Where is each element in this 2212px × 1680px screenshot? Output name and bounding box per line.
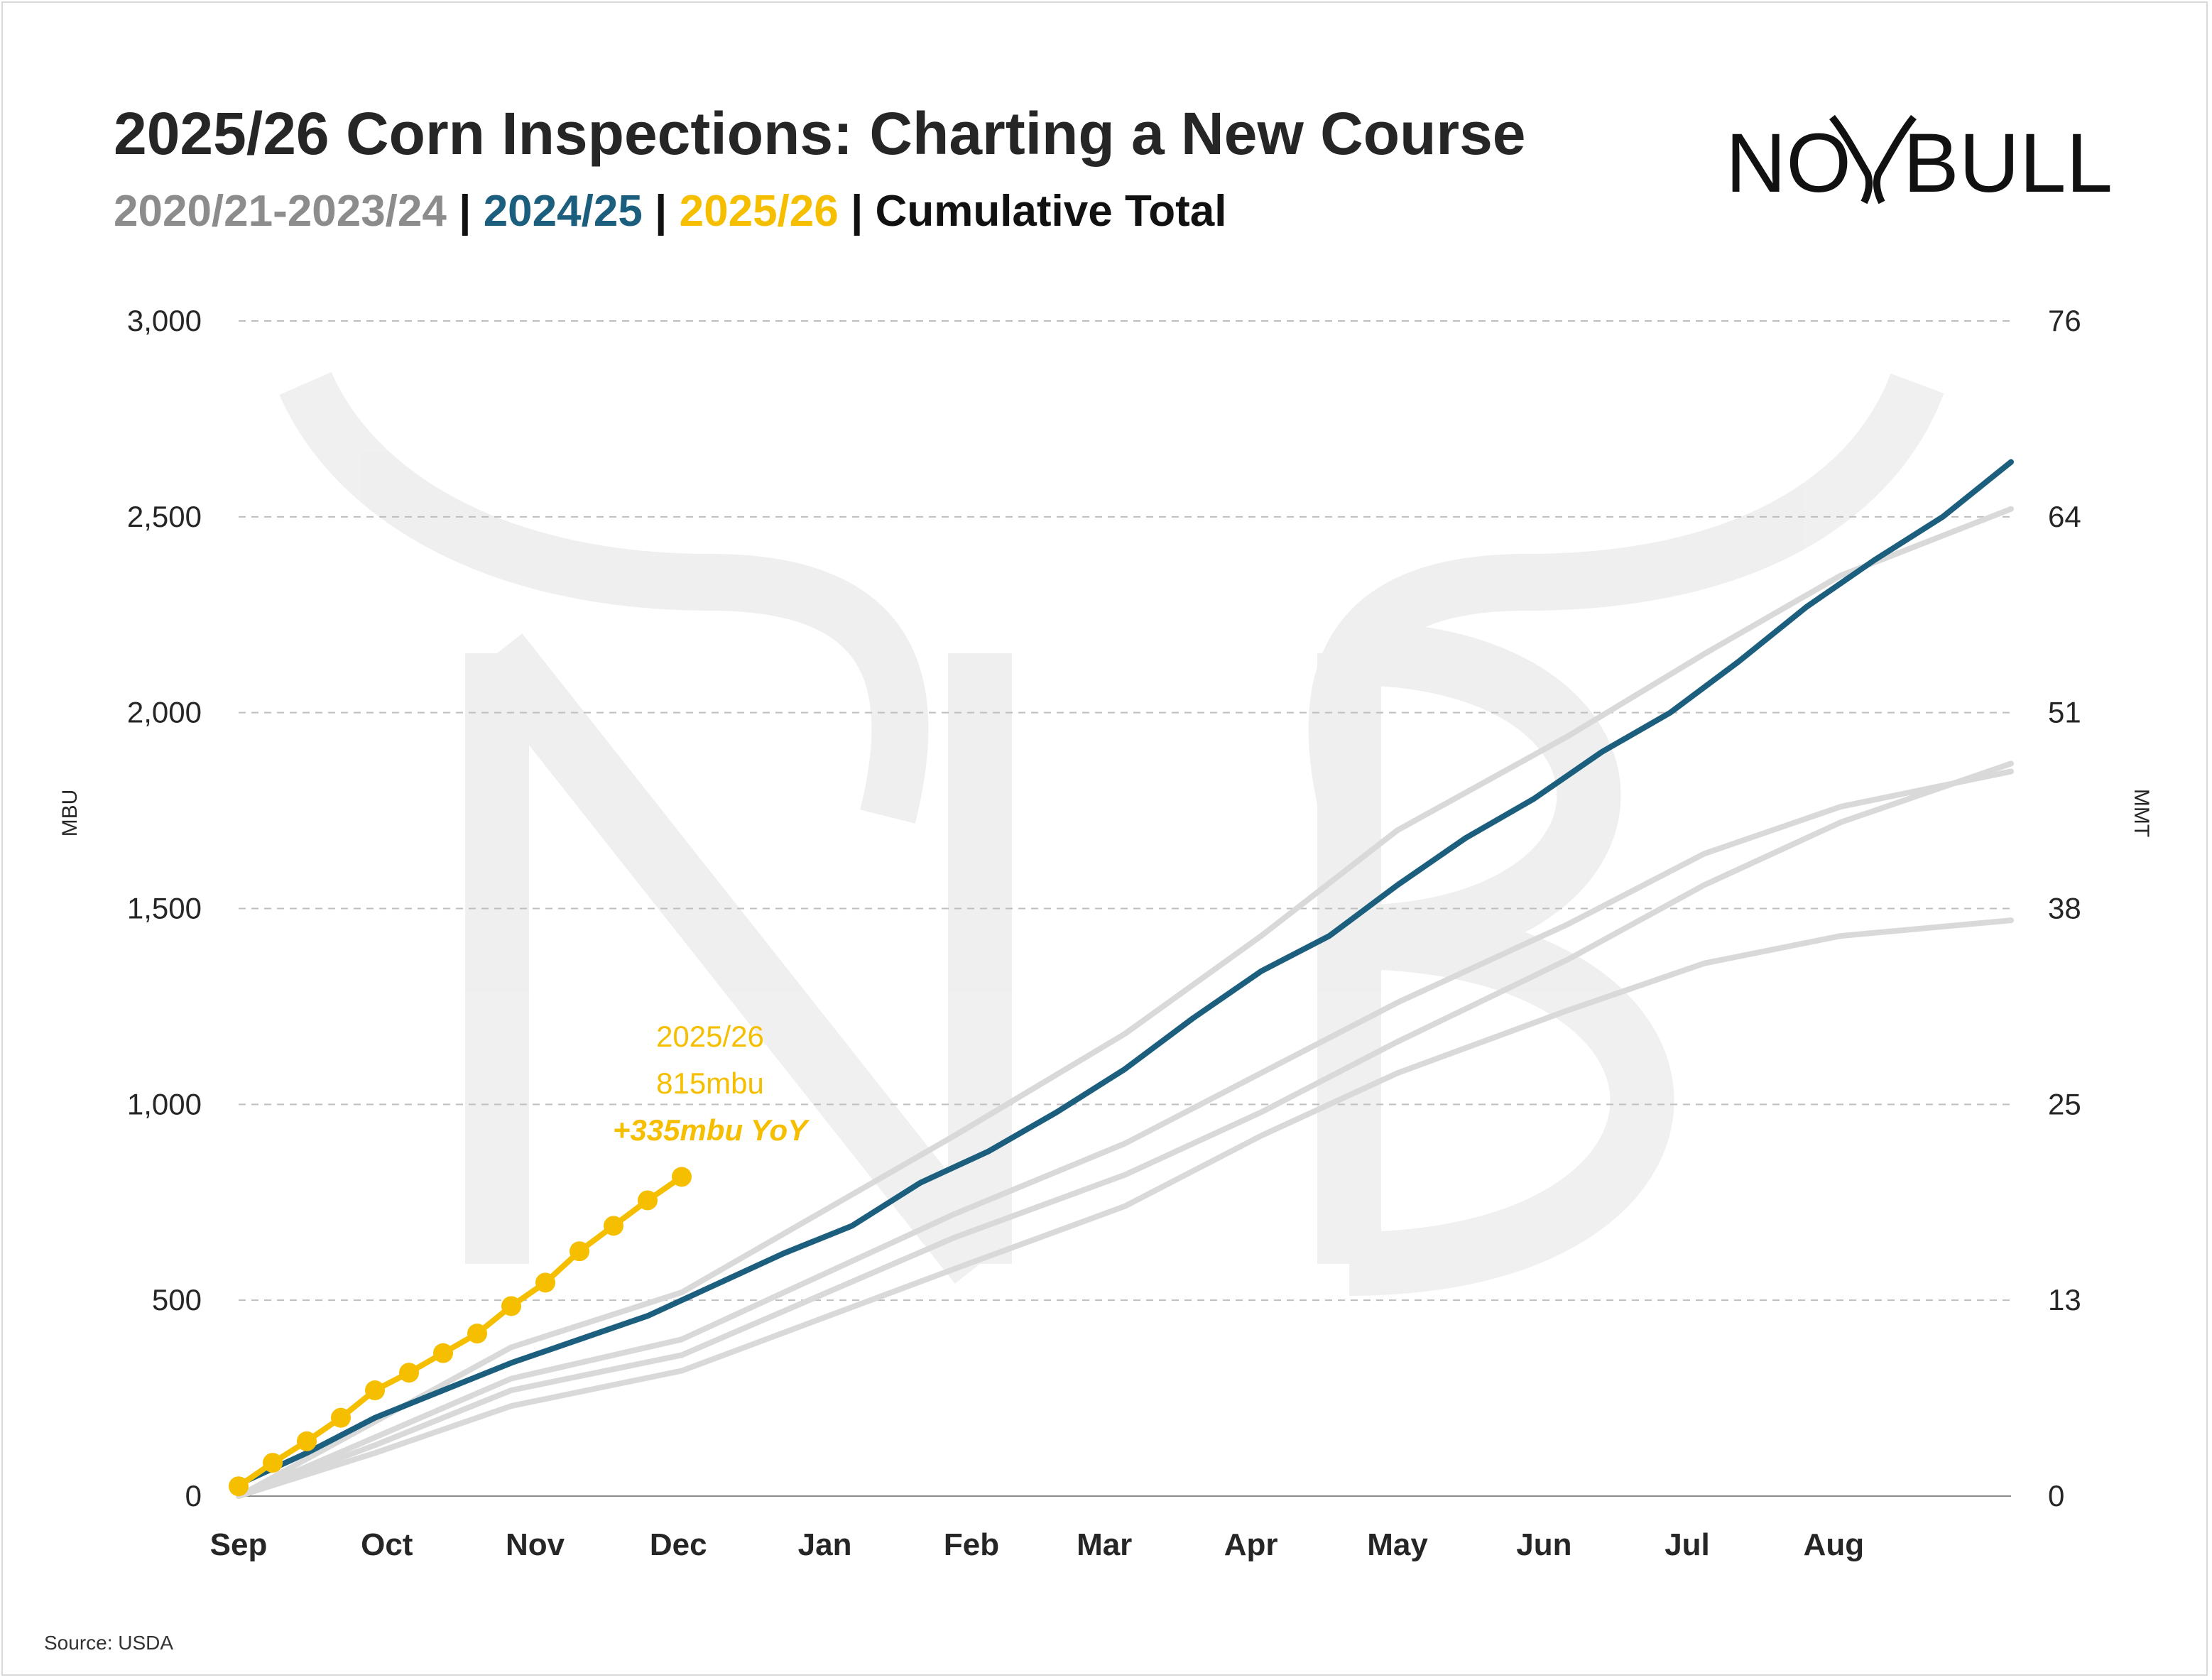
y-tick-label: 500	[152, 1283, 202, 1316]
y-axis-title: MBU	[58, 790, 82, 837]
data-point	[433, 1343, 453, 1363]
x-tick-label: Sep	[210, 1527, 268, 1562]
y-tick-label: 1,500	[127, 892, 202, 925]
data-point	[570, 1241, 589, 1262]
bull-horns-logo: NO BULL	[1726, 114, 2113, 210]
y-tick-label: 1,000	[127, 1087, 202, 1120]
data-point	[467, 1324, 487, 1344]
data-point	[399, 1363, 419, 1383]
y2-tick-label: 13	[2048, 1283, 2081, 1316]
y2-tick-label: 25	[2048, 1087, 2081, 1120]
chart-subtitle-legend: 2020/21-2023/24 | 2024/25 | 2025/26 | Cu…	[114, 186, 1226, 236]
data-point	[331, 1407, 351, 1428]
y2-tick-label: 38	[2048, 892, 2081, 925]
data-point	[638, 1190, 658, 1211]
y2-tick-label: 51	[2048, 696, 2081, 729]
y-tick-label: 2,000	[127, 696, 202, 729]
x-tick-label: Jul	[1665, 1527, 1710, 1562]
y-axis-right: 0 13 25 38 51 64 76	[2048, 304, 2081, 1512]
data-point	[365, 1380, 385, 1401]
x-tick-label: Aug	[1804, 1527, 1865, 1562]
gridlines	[239, 320, 2011, 1497]
current-year-annotation: 2025/26 815mbu +335mbu YoY	[613, 1020, 810, 1147]
data-point	[604, 1216, 623, 1236]
series-line-history	[236, 917, 2014, 1499]
logo-left-horn	[1829, 114, 1873, 204]
annotation-line: 2025/26	[656, 1020, 764, 1053]
x-tick-label: Jan	[798, 1527, 852, 1562]
legend-history: 2020/21-2023/24	[114, 187, 447, 236]
legend-separator: |	[446, 187, 484, 236]
data-point	[229, 1476, 249, 1497]
series-layer	[229, 459, 2014, 1499]
y-tick-label: 2,500	[127, 500, 202, 533]
series-line-prior	[236, 459, 2014, 1488]
page-title: 2025/26 Corn Inspections: Charting a New…	[114, 100, 1526, 167]
series-line-history	[236, 760, 2014, 1499]
x-tick-label: Jun	[1516, 1527, 1571, 1562]
data-point	[535, 1272, 555, 1293]
y2-tick-label: 76	[2048, 304, 2081, 337]
legend-cumulative-total: | Cumulative Total	[838, 187, 1227, 236]
source-note: Source: USDA	[44, 1632, 174, 1654]
logo-right-horn	[1873, 114, 1917, 204]
x-tick-label: Dec	[650, 1527, 707, 1562]
logo-text-left: NO	[1726, 116, 1851, 210]
x-tick-label: Oct	[361, 1527, 413, 1562]
bull-watermark	[279, 371, 1944, 1296]
x-tick-label: Mar	[1077, 1527, 1132, 1562]
annotation-line: 815mbu	[656, 1067, 764, 1100]
y2-axis-title: MMT	[2130, 789, 2153, 837]
x-axis: Sep Oct Nov Dec Jan Feb Mar Apr May Jun Jul Aug	[210, 1527, 1865, 1562]
data-point	[263, 1453, 283, 1473]
series-line-history	[236, 768, 2014, 1499]
legend-separator: |	[642, 187, 680, 236]
y-axis-left: 0 500 1,000 1,500 2,000 2,500 3,000	[127, 304, 202, 1512]
logo-text-right: BULL	[1903, 116, 2113, 210]
series-line-history	[236, 506, 2014, 1499]
y-tick-label: 3,000	[127, 304, 202, 337]
x-tick-label: Nov	[506, 1527, 565, 1562]
y-tick-label: 0	[185, 1479, 202, 1512]
y2-tick-label: 0	[2048, 1479, 2064, 1512]
annotation-line: +335mbu YoY	[613, 1113, 810, 1147]
y2-tick-label: 64	[2048, 500, 2081, 533]
x-tick-label: Feb	[944, 1527, 999, 1562]
legend-prior-year: 2024/25	[483, 187, 643, 236]
data-point	[501, 1296, 521, 1316]
x-tick-label: May	[1367, 1527, 1428, 1562]
legend-current-year: 2025/26	[679, 187, 839, 236]
data-point	[672, 1167, 692, 1187]
x-tick-label: Apr	[1224, 1527, 1278, 1562]
data-point	[297, 1431, 317, 1451]
